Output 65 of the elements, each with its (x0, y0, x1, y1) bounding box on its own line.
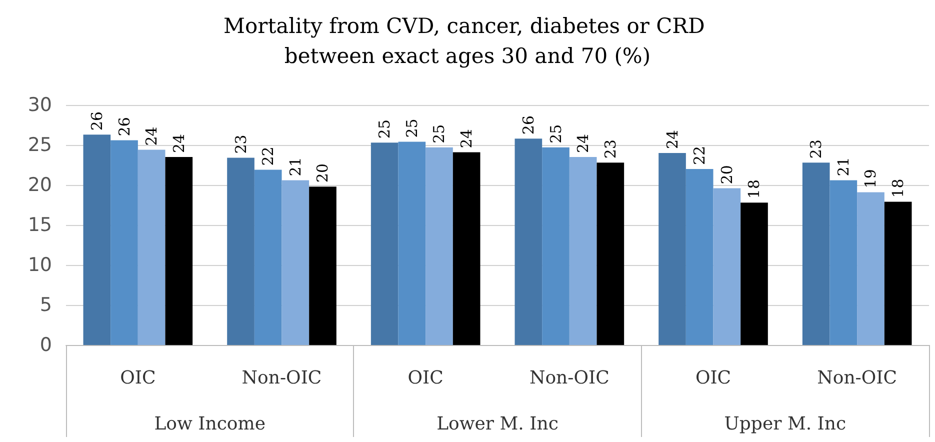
data-label: 21 (286, 157, 304, 176)
text: Lower M. Inc (436, 414, 558, 434)
data-label: 19 (862, 169, 880, 188)
bar (254, 170, 282, 345)
data-label: 24 (663, 130, 682, 149)
text: Upper M. Inc (724, 414, 846, 434)
bar (426, 147, 453, 345)
bar (83, 134, 111, 345)
bar (514, 138, 542, 345)
bar (884, 202, 912, 345)
bar (830, 180, 858, 345)
y-tick-label: 10 (28, 254, 52, 276)
data-label: 25 (546, 124, 565, 144)
data-label: 20 (718, 165, 736, 184)
y-tick-label: 5 (40, 294, 52, 316)
x-tick-label: Non-OIC (817, 368, 898, 388)
data-label: 23 (601, 140, 620, 159)
text: Low Income (154, 414, 266, 434)
y-tick-label: 30 (28, 94, 52, 116)
bar (309, 186, 336, 345)
chart-title: Mortality from CVD, cancer, diabetes or CRD between exact ages 30 and 70 (%) (224, 14, 712, 68)
data-label: 18 (889, 178, 908, 198)
x-tick-label: OIC (408, 368, 444, 388)
data-label: 24 (142, 126, 161, 146)
y-tick-label: 25 (28, 134, 52, 156)
bar (282, 180, 310, 345)
x-tick-label: Non-OIC (529, 368, 610, 388)
data-label: 21 (834, 157, 852, 176)
bar (740, 202, 768, 345)
bar (686, 169, 714, 345)
bar (370, 142, 398, 345)
bar (658, 153, 686, 345)
data-label: 20 (314, 164, 332, 183)
bar (227, 158, 254, 345)
bar (398, 142, 426, 345)
x-tick-label: OIC (695, 368, 732, 388)
x-tick-label: Non-OIC (242, 368, 322, 388)
bar (802, 162, 830, 345)
data-label: 26 (115, 117, 134, 136)
y-tick-label: 20 (28, 174, 52, 196)
data-label: 26 (519, 116, 538, 135)
bar (110, 140, 138, 345)
data-label: 23 (807, 140, 826, 159)
bar (596, 162, 624, 345)
y-tick-label: 15 (28, 214, 52, 236)
data-label: 25 (376, 120, 394, 139)
bar (542, 147, 570, 345)
data-label: 23 (232, 134, 250, 154)
data-label: 22 (690, 146, 709, 165)
y-tick-label: 0 (40, 334, 52, 356)
data-label: 24 (170, 134, 188, 153)
data-label: 22 (259, 146, 278, 166)
bar (713, 188, 741, 345)
data-label: 24 (574, 134, 592, 153)
x-tick-label: OIC (120, 368, 156, 388)
data-label: 25 (402, 118, 421, 138)
bar (569, 157, 597, 345)
bar (165, 157, 193, 345)
data-label: 24 (458, 129, 476, 148)
data-label: 18 (745, 180, 764, 199)
bar (452, 152, 480, 345)
bar (857, 192, 884, 345)
bar (138, 150, 166, 345)
data-label: 25 (430, 124, 448, 144)
data-label: 26 (88, 112, 106, 131)
